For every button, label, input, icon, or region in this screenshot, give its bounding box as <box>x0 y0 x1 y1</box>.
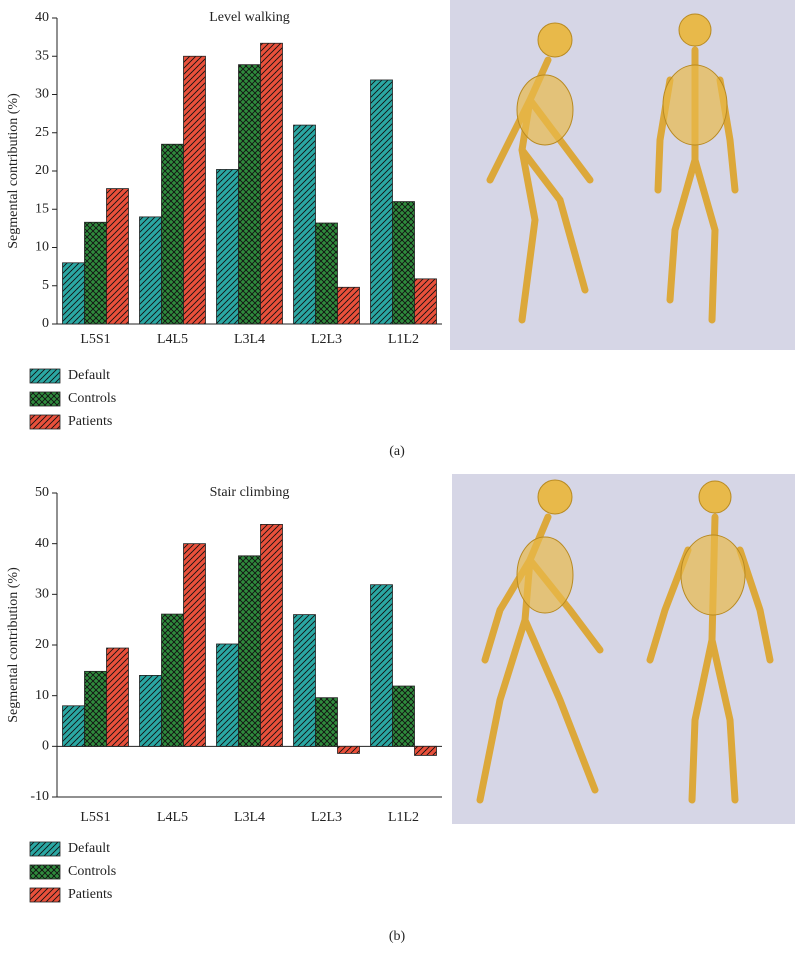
x-tick-label: L2L3 <box>311 332 342 347</box>
x-tick-label: L3L4 <box>234 332 265 347</box>
bar <box>62 705 85 747</box>
y-tick-label: 20 <box>35 163 49 178</box>
bar <box>370 79 393 325</box>
bar <box>183 55 206 325</box>
bar <box>183 543 206 747</box>
x-tick-label: L3L4 <box>234 810 265 825</box>
x-tick-label: L1L2 <box>388 332 419 347</box>
bar <box>84 670 107 747</box>
bar <box>260 524 283 747</box>
y-tick-label: 50 <box>35 485 49 500</box>
x-tick-label: L4L5 <box>157 810 188 825</box>
legend-swatch <box>29 368 61 384</box>
bar <box>392 685 415 747</box>
bar <box>392 201 415 325</box>
bar <box>84 221 107 325</box>
chart-title: Stair climbing <box>210 485 290 500</box>
bar <box>293 124 316 325</box>
y-tick-label: 10 <box>35 688 49 703</box>
bar <box>106 188 129 325</box>
legend-swatch <box>29 864 61 880</box>
bar <box>216 169 239 325</box>
bar <box>414 745 437 756</box>
legend-swatch <box>29 887 61 903</box>
skeleton-image-a <box>450 0 795 350</box>
y-tick-label: 30 <box>35 87 49 102</box>
bar <box>238 64 261 325</box>
y-tick-label: 40 <box>35 536 49 551</box>
bar <box>337 286 360 325</box>
x-tick-label: L1L2 <box>388 810 419 825</box>
y-tick-label: 40 <box>35 10 49 25</box>
y-tick-label: 15 <box>35 201 49 216</box>
bar <box>161 143 184 325</box>
bar <box>216 643 239 747</box>
skeleton-image-b <box>452 474 795 824</box>
y-tick-label: 5 <box>42 278 49 293</box>
bar <box>260 42 283 325</box>
bar <box>370 584 393 747</box>
bar <box>62 262 85 325</box>
bar <box>414 278 437 325</box>
bar <box>238 555 261 747</box>
y-tick-label: 10 <box>35 240 49 255</box>
x-tick-label: L5S1 <box>80 332 110 347</box>
x-tick-label: L5S1 <box>80 810 110 825</box>
y-axis-label: Segmental contribution (%) <box>6 93 21 249</box>
legend-label: Controls <box>68 864 116 879</box>
y-tick-label: 20 <box>35 637 49 652</box>
legend-swatch <box>29 391 61 407</box>
x-tick-label: L2L3 <box>311 810 342 825</box>
legend-swatch <box>29 841 61 857</box>
bar <box>161 613 184 747</box>
y-tick-label: 30 <box>35 587 49 602</box>
bar <box>139 216 162 325</box>
legend-label: Patients <box>68 887 112 902</box>
bar <box>337 745 360 754</box>
bar <box>106 647 129 747</box>
bar <box>315 697 338 747</box>
x-tick-label: L4L5 <box>157 332 188 347</box>
chart-title: Level walking <box>209 10 289 25</box>
legend-label: Controls <box>68 391 116 406</box>
bar <box>315 222 338 325</box>
y-tick-label: 0 <box>42 739 49 754</box>
bar <box>139 675 162 747</box>
legend-label: Default <box>68 368 110 383</box>
bar <box>293 614 316 747</box>
y-tick-label: 25 <box>35 125 49 140</box>
panel-label: (a) <box>389 444 405 459</box>
legend-label: Patients <box>68 414 112 429</box>
y-tick-label: 0 <box>42 316 49 331</box>
legend-swatch <box>29 414 61 430</box>
panel-label: (b) <box>389 929 406 944</box>
y-axis-label: Segmental contribution (%) <box>6 567 21 723</box>
y-tick-label: -10 <box>30 789 49 804</box>
legend-label: Default <box>68 841 110 856</box>
y-tick-label: 35 <box>35 48 49 63</box>
